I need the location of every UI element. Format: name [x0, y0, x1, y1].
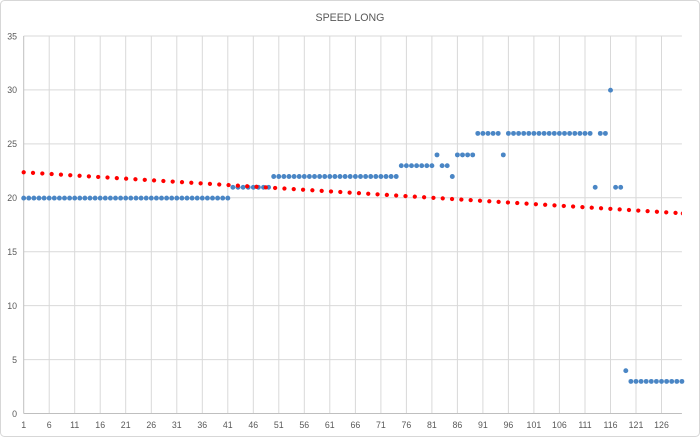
- svg-text:15: 15: [7, 247, 17, 257]
- svg-text:91: 91: [478, 420, 488, 430]
- svg-text:0: 0: [12, 409, 17, 419]
- svg-text:30: 30: [7, 85, 17, 95]
- svg-text:116: 116: [603, 420, 617, 430]
- svg-text:35: 35: [7, 31, 17, 41]
- svg-text:1: 1: [21, 420, 26, 430]
- svg-text:41: 41: [223, 420, 233, 430]
- svg-text:26: 26: [146, 420, 156, 430]
- svg-text:76: 76: [402, 420, 412, 430]
- svg-text:96: 96: [504, 420, 514, 430]
- svg-text:121: 121: [629, 420, 644, 430]
- svg-text:21: 21: [121, 420, 131, 430]
- svg-text:71: 71: [376, 420, 386, 430]
- svg-text:56: 56: [299, 420, 309, 430]
- svg-text:61: 61: [325, 420, 335, 430]
- svg-text:11: 11: [70, 420, 79, 430]
- svg-text:25: 25: [7, 139, 17, 149]
- svg-text:66: 66: [351, 420, 361, 430]
- svg-text:106: 106: [552, 420, 567, 430]
- svg-text:5: 5: [12, 355, 17, 365]
- svg-text:16: 16: [95, 420, 105, 430]
- svg-text:101: 101: [527, 420, 542, 430]
- svg-text:51: 51: [274, 420, 284, 430]
- svg-text:SPEED LONG: SPEED LONG: [316, 12, 385, 24]
- svg-text:20: 20: [7, 193, 17, 203]
- svg-text:81: 81: [427, 420, 437, 430]
- svg-text:31: 31: [172, 420, 182, 430]
- svg-text:10: 10: [7, 301, 17, 311]
- svg-text:6: 6: [47, 420, 52, 430]
- svg-text:36: 36: [197, 420, 207, 430]
- svg-text:126: 126: [654, 420, 669, 430]
- svg-text:111: 111: [578, 420, 591, 430]
- svg-text:46: 46: [248, 420, 258, 430]
- svg-text:86: 86: [453, 420, 463, 430]
